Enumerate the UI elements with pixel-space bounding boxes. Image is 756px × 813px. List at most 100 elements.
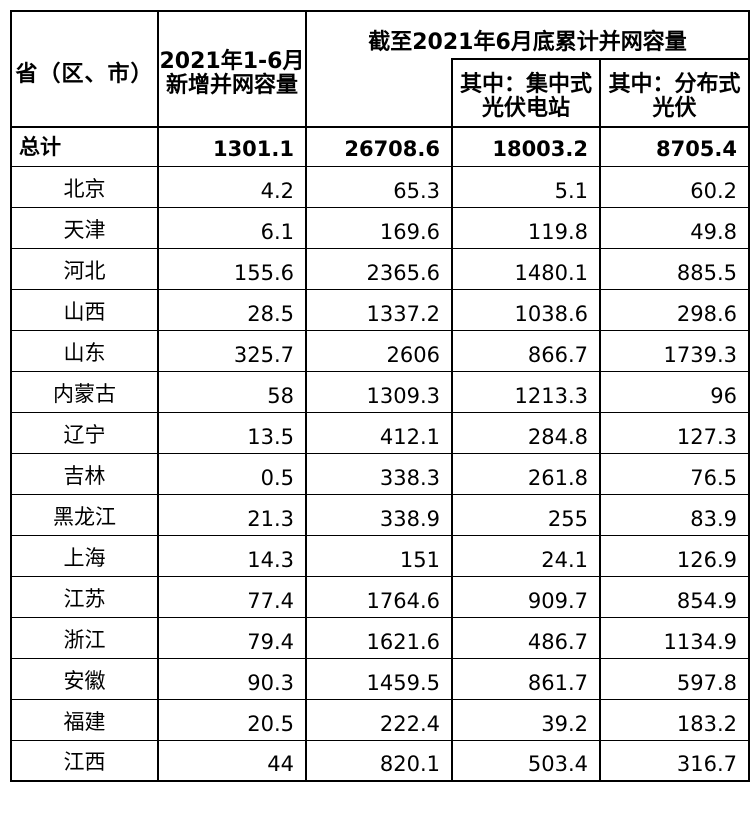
value-centralized: 1213.3 — [451, 370, 601, 413]
value-distributed: 183.2 — [598, 698, 751, 741]
value-centralized: 1038.6 — [451, 288, 601, 331]
province-cell: 浙江 — [10, 616, 159, 659]
province-cell: 山西 — [10, 288, 159, 331]
value-new: 28.5 — [157, 288, 307, 331]
value-cumulative: 151 — [305, 534, 453, 577]
value-centralized: 1480.1 — [451, 247, 601, 290]
value-centralized: 255 — [451, 493, 601, 536]
header-new-capacity: 2021年1-6月 新增并网容量 — [157, 10, 307, 128]
table-row: 辽宁 13.5 412.1 284.8 127.3 — [10, 411, 751, 454]
value-distributed: 127.3 — [598, 411, 751, 454]
value-distributed: 854.9 — [598, 575, 751, 618]
value-new: 14.3 — [157, 534, 307, 577]
value-distributed: 83.9 — [598, 493, 751, 536]
province-cell: 安徽 — [10, 657, 159, 700]
value-distributed: 885.5 — [598, 247, 751, 290]
table-row: 黑龙江 21.3 338.9 255 83.9 — [10, 493, 751, 536]
value-centralized: 866.7 — [451, 329, 601, 372]
province-cell: 江西 — [10, 739, 159, 782]
table-row: 江苏 77.4 1764.6 909.7 854.9 — [10, 575, 751, 618]
province-cell: 吉林 — [10, 452, 159, 495]
table-row: 山西 28.5 1337.2 1038.6 298.6 — [10, 288, 751, 331]
value-cumulative: 1337.2 — [305, 288, 453, 331]
value-distributed: 1134.9 — [598, 616, 751, 659]
province-cell: 山东 — [10, 329, 159, 372]
value-new: 4.2 — [157, 165, 307, 208]
province-cell: 天津 — [10, 206, 159, 249]
pv-capacity-table: 省（区、市） 2021年1-6月 新增并网容量 截至2021年6月底累计并网容量… — [10, 10, 751, 782]
province-cell: 辽宁 — [10, 411, 159, 454]
value-cumulative: 820.1 — [305, 739, 453, 782]
header-centralized: 其中：集中式 光伏电站 — [451, 58, 601, 128]
province-cell: 黑龙江 — [10, 493, 159, 536]
table-body: 总计 1301.1 26708.6 18003.2 8705.4 北京 4.2 65… — [10, 126, 751, 782]
province-cell: 福建 — [10, 698, 159, 741]
value-cumulative: 338.3 — [305, 452, 453, 495]
value-centralized: 284.8 — [451, 411, 601, 454]
value-new: 90.3 — [157, 657, 307, 700]
value-distributed: 96 — [598, 370, 751, 413]
table-row: 北京 4.2 65.3 5.1 60.2 — [10, 165, 751, 208]
value-new: 79.4 — [157, 616, 307, 659]
value-centralized: 503.4 — [451, 739, 601, 782]
value-cumulative: 1309.3 — [305, 370, 453, 413]
header-distributed-line1: 其中：分布式 — [608, 72, 741, 97]
value-distributed: 126.9 — [598, 534, 751, 577]
province-cell: 上海 — [10, 534, 159, 577]
province-cell: 北京 — [10, 165, 159, 208]
value-cumulative: 412.1 — [305, 411, 453, 454]
value-new: 6.1 — [157, 206, 307, 249]
province-cell: 河北 — [10, 247, 159, 290]
table-row: 江西 44 820.1 503.4 316.7 — [10, 739, 751, 782]
value-new: 77.4 — [157, 575, 307, 618]
table-row: 安徽 90.3 1459.5 861.7 597.8 — [10, 657, 751, 700]
table-row: 上海 14.3 151 24.1 126.9 — [10, 534, 751, 577]
value-centralized: 39.2 — [451, 698, 601, 741]
table-row: 山东 325.7 2606 866.7 1739.3 — [10, 329, 751, 372]
total-value-centralized: 18003.2 — [451, 126, 601, 167]
value-new: 0.5 — [157, 452, 307, 495]
value-new: 58 — [157, 370, 307, 413]
table-row: 福建 20.5 222.4 39.2 183.2 — [10, 698, 751, 741]
header-centralized-line1: 其中：集中式 — [459, 72, 592, 97]
value-distributed: 298.6 — [598, 288, 751, 331]
header-new-capacity-line1: 2021年1-6月 — [159, 49, 305, 74]
province-cell: 江苏 — [10, 575, 159, 618]
total-value-cumulative: 26708.6 — [305, 126, 453, 167]
header-cumulative-total: 截至2021年6月底累计并网容量 — [304, 10, 751, 59]
header-new-capacity-line2: 新增并网容量 — [165, 73, 298, 98]
value-new: 44 — [157, 739, 307, 782]
table-row: 河北 155.6 2365.6 1480.1 885.5 — [10, 247, 751, 290]
total-label: 总计 — [10, 126, 159, 167]
value-new: 325.7 — [157, 329, 307, 372]
value-distributed: 49.8 — [598, 206, 751, 249]
value-cumulative: 169.6 — [305, 206, 453, 249]
header-cumulative-subtotal-empty — [305, 59, 453, 128]
value-cumulative: 1764.6 — [305, 575, 453, 618]
value-centralized: 861.7 — [451, 657, 601, 700]
table-row: 浙江 79.4 1621.6 486.7 1134.9 — [10, 616, 751, 659]
value-new: 21.3 — [157, 493, 307, 536]
header-distributed-line2: 光伏 — [652, 96, 697, 121]
value-cumulative: 1621.6 — [305, 616, 453, 659]
total-value-new: 1301.1 — [157, 126, 307, 167]
table-row: 天津 6.1 169.6 119.8 49.8 — [10, 206, 751, 249]
total-row: 总计 1301.1 26708.6 18003.2 8705.4 — [10, 126, 751, 167]
table-row: 内蒙古 58 1309.3 1213.3 96 — [10, 370, 751, 413]
value-centralized: 24.1 — [451, 534, 601, 577]
value-distributed: 316.7 — [598, 739, 751, 782]
header-distributed: 其中：分布式 光伏 — [598, 58, 751, 128]
value-centralized: 119.8 — [451, 206, 601, 249]
value-distributed: 76.5 — [598, 452, 751, 495]
value-centralized: 261.8 — [451, 452, 601, 495]
header-province: 省（区、市） — [10, 10, 159, 128]
value-cumulative: 2606 — [305, 329, 453, 372]
value-distributed: 60.2 — [598, 165, 751, 208]
table-header: 省（区、市） 2021年1-6月 新增并网容量 截至2021年6月底累计并网容量… — [10, 10, 751, 128]
value-centralized: 909.7 — [451, 575, 601, 618]
header-row-top: 省（区、市） 2021年1-6月 新增并网容量 截至2021年6月底累计并网容量 — [10, 10, 751, 128]
value-new: 20.5 — [157, 698, 307, 741]
table-row: 吉林 0.5 338.3 261.8 76.5 — [10, 452, 751, 495]
value-distributed: 597.8 — [598, 657, 751, 700]
total-value-distributed: 8705.4 — [598, 126, 751, 167]
